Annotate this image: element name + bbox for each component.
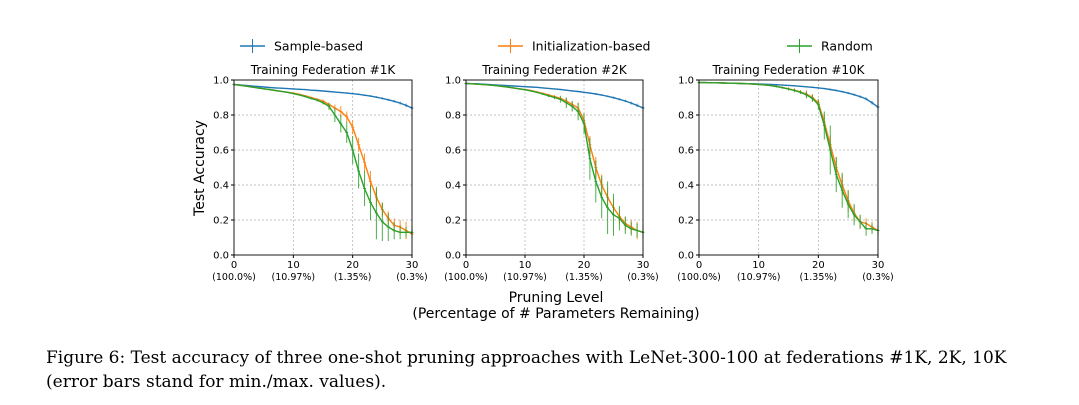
legend-label: Initialization-based bbox=[532, 39, 650, 54]
subplot-3: 0(100.0%) 10(10.97%) 20(1.35%) 30(0.3%) 0.0 0… bbox=[677, 63, 894, 283]
series-line bbox=[465, 82, 644, 233]
legend-label: Random bbox=[821, 39, 873, 54]
y-tick-label: 0.0 bbox=[445, 251, 461, 262]
x-tick-sublabel: (1.35%) bbox=[565, 272, 603, 283]
subplot-2: 0(100.0%) 10(10.97%) 20(1.35%) 30(0.3%) 0.0 0… bbox=[444, 63, 659, 283]
legend-label: Sample-based bbox=[274, 39, 363, 54]
x-tick-sublabel: (0.3%) bbox=[627, 272, 659, 283]
x-tick-sublabel: (10.97%) bbox=[272, 272, 316, 283]
x-tick-sublabel: (100.0%) bbox=[444, 272, 488, 283]
y-tick-label: 0.4 bbox=[678, 181, 694, 192]
subplot-title: Training Federation #2K bbox=[481, 63, 628, 77]
subplot-title: Training Federation #10K bbox=[711, 63, 865, 77]
y-tick-label: 0.2 bbox=[213, 216, 229, 227]
y-tick-label: 0.0 bbox=[213, 251, 229, 262]
x-tick-label: 0 bbox=[696, 260, 702, 271]
x-tick-sublabel: (0.3%) bbox=[396, 272, 428, 283]
y-tick-label: 0.0 bbox=[678, 251, 694, 262]
x-tick-label: 30 bbox=[872, 260, 885, 271]
y-tick-label: 0.8 bbox=[678, 111, 694, 122]
series-initialization-based bbox=[232, 83, 414, 240]
y-tick-label: 0.6 bbox=[678, 146, 694, 157]
x-tick-label: 20 bbox=[346, 260, 359, 271]
y-tick-label: 1.0 bbox=[213, 76, 229, 87]
y-tick-label: 0.8 bbox=[213, 111, 229, 122]
legend-entry: Sample-based bbox=[240, 39, 363, 54]
subplot-1: 0(100.0%) 10(10.97%) 20(1.35%) 30(0.3%) 0.0 0… bbox=[212, 63, 428, 283]
y-axis-label: Test Accuracy bbox=[192, 120, 208, 217]
plot-frame bbox=[233, 79, 413, 256]
x-tick-label: 10 bbox=[752, 260, 765, 271]
y-tick-label: 1.0 bbox=[678, 76, 694, 87]
x-tick-sublabel: (1.35%) bbox=[800, 272, 838, 283]
series-sample-based bbox=[697, 81, 880, 109]
x-tick-label: 0 bbox=[463, 260, 469, 271]
series-line bbox=[699, 81, 879, 232]
series-sample-based bbox=[232, 83, 414, 110]
x-tick-label: 30 bbox=[406, 260, 419, 271]
series-random bbox=[464, 82, 645, 238]
y-tick-label: 0.8 bbox=[445, 111, 461, 122]
y-tick-label: 1.0 bbox=[445, 76, 461, 87]
x-tick-sublabel: (10.97%) bbox=[737, 272, 781, 283]
x-tick-sublabel: (0.3%) bbox=[862, 272, 894, 283]
x-tick-sublabel: (1.35%) bbox=[334, 272, 372, 283]
legend-entry: Initialization-based bbox=[498, 39, 650, 54]
figure-caption: Figure 6: Test accuracy of three one-sho… bbox=[46, 348, 1007, 392]
series-line bbox=[233, 83, 412, 233]
y-tick-label: 0.6 bbox=[445, 146, 461, 157]
y-tick-label: 0.2 bbox=[445, 216, 461, 227]
x-axis-label: Pruning Level bbox=[509, 290, 604, 306]
x-tick-label: 0 bbox=[231, 260, 237, 271]
series-line bbox=[233, 83, 413, 235]
series-initialization-based bbox=[464, 82, 645, 240]
y-tick-label: 0.4 bbox=[445, 181, 461, 192]
series-random bbox=[232, 83, 414, 241]
x-tick-label: 10 bbox=[287, 260, 300, 271]
x-axis-sublabel: (Percentage of # Parameters Remaining) bbox=[412, 306, 699, 322]
series-line bbox=[233, 83, 413, 109]
x-tick-label: 10 bbox=[519, 260, 532, 271]
series-line bbox=[699, 81, 879, 108]
x-tick-sublabel: (100.0%) bbox=[677, 272, 721, 283]
x-tick-sublabel: (100.0%) bbox=[212, 272, 256, 283]
legend-entry: Random bbox=[787, 39, 873, 54]
plot-frame bbox=[465, 79, 644, 256]
y-tick-label: 0.4 bbox=[213, 181, 229, 192]
x-tick-label: 20 bbox=[812, 260, 825, 271]
x-tick-label: 30 bbox=[637, 260, 650, 271]
plot-frame bbox=[698, 79, 879, 256]
figure-plots: 0(100.0%)10(10.97%)20(1.35%)30(0.3%)0.00… bbox=[192, 39, 894, 323]
series-random bbox=[697, 81, 880, 236]
x-tick-sublabel: (10.97%) bbox=[503, 272, 547, 283]
y-tick-label: 0.2 bbox=[678, 216, 694, 227]
series-line bbox=[465, 82, 644, 233]
subplot-title: Training Federation #1K bbox=[250, 63, 397, 77]
x-tick-label: 20 bbox=[578, 260, 591, 271]
y-tick-label: 0.6 bbox=[213, 146, 229, 157]
